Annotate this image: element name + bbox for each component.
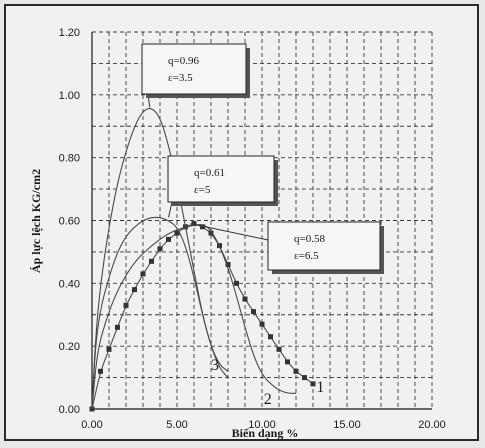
data-point-marker xyxy=(191,221,197,227)
y-tick-label: 1.20 xyxy=(59,27,80,39)
x-tick-label: 10.00 xyxy=(248,419,276,431)
y-tick-label: 0.60 xyxy=(59,216,80,228)
series-line-2 xyxy=(91,224,296,410)
data-point-marker xyxy=(310,381,316,387)
y-tick-label: 0.20 xyxy=(59,341,80,353)
x-tick-label: 15.00 xyxy=(333,419,361,431)
x-tick-label: 20.00 xyxy=(418,419,446,431)
annotation-text: ε=3.5 xyxy=(168,72,193,84)
data-point-marker xyxy=(285,359,290,365)
curve-number-label: 3 xyxy=(211,357,219,374)
x-axis-label: Biến dạng % xyxy=(232,426,299,440)
x-tick-label: 0.00 xyxy=(81,419,102,431)
annotation-box xyxy=(167,155,275,203)
annotation-leader-line xyxy=(168,201,173,218)
axes xyxy=(91,32,432,410)
annotation-text: q=0.96 xyxy=(168,55,199,67)
y-tick-label: 1.00 xyxy=(59,90,80,102)
annotation-text: q=0.61 xyxy=(194,167,225,179)
curve-number-label: 1 xyxy=(316,379,324,396)
annotations-group: q=0.96 ε=3.5 q=0.61 ε=5 q=0.58 ε=6.5 xyxy=(141,43,384,274)
data-point-marker xyxy=(259,321,265,327)
data-point-marker xyxy=(234,280,239,286)
curve-number-labels: 1 2 3 xyxy=(211,357,324,408)
annotation-box xyxy=(141,43,247,95)
data-point-marker xyxy=(242,296,248,302)
data-point-marker xyxy=(293,368,299,374)
data-point-marker xyxy=(132,287,137,293)
data-point-marker xyxy=(149,258,154,264)
data-point-marker xyxy=(106,346,112,352)
x-tick-labels: 0.00 5.00 10.00 15.00 20.00 xyxy=(81,419,445,431)
annotation-text: ε=5 xyxy=(194,184,211,196)
annotation-text: ε=6.5 xyxy=(294,250,319,262)
data-point-marker xyxy=(157,246,163,252)
y-tick-label: 0.80 xyxy=(59,153,80,165)
annotation-text: q=0.58 xyxy=(294,233,325,245)
data-point-marker xyxy=(98,368,103,374)
y-tick-label: 0.40 xyxy=(59,278,80,290)
series-line-4 xyxy=(91,108,229,410)
curve-number-label: 2 xyxy=(264,391,272,408)
x-tick-label: 5.00 xyxy=(166,419,187,431)
data-point-marker xyxy=(225,261,231,267)
y-axis-label: Áp lực lệch KG/cm2 xyxy=(29,169,43,273)
data-point-marker xyxy=(302,375,307,381)
y-tick-labels: 0.00 0.20 0.40 0.60 0.80 1.00 1.20 xyxy=(59,27,80,416)
y-tick-label: 0.00 xyxy=(59,404,80,416)
data-point-marker xyxy=(200,224,205,230)
data-point-marker xyxy=(174,230,180,236)
series-group xyxy=(89,108,316,412)
data-point-marker xyxy=(115,324,120,330)
data-point-marker xyxy=(276,346,282,352)
data-point-marker xyxy=(166,236,171,242)
data-point-marker xyxy=(251,309,256,315)
annotation-leader-line xyxy=(190,223,269,241)
annotation-box xyxy=(267,221,381,271)
data-point-marker xyxy=(140,271,146,277)
data-point-marker xyxy=(123,302,129,308)
data-point-marker xyxy=(208,230,214,236)
data-point-marker xyxy=(268,334,273,340)
